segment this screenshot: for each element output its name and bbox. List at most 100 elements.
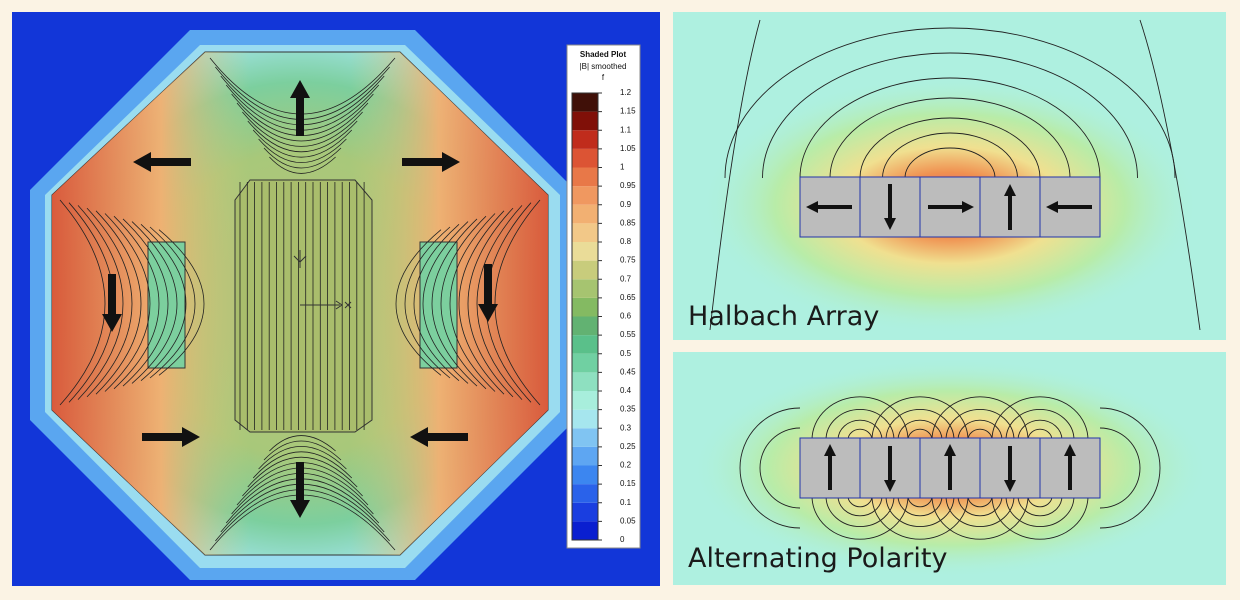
colorbar-band bbox=[572, 521, 598, 540]
colorbar-tick-label: 0.6 bbox=[620, 312, 632, 321]
field-line bbox=[931, 396, 1029, 441]
field-line bbox=[904, 147, 996, 179]
colorbar-band bbox=[572, 167, 598, 187]
colorbar-tick-label: 0.55 bbox=[620, 330, 636, 339]
alternating-plot bbox=[690, 358, 1210, 578]
field-line bbox=[1017, 495, 1063, 517]
colorbar-band bbox=[572, 130, 598, 149]
colorbar-band bbox=[572, 335, 598, 354]
colorbar-band bbox=[572, 484, 598, 503]
field-line bbox=[140, 224, 187, 382]
colorbar-tick-label: 0.3 bbox=[620, 423, 632, 432]
colorbar-tick-label: 0.75 bbox=[620, 256, 636, 265]
field-line bbox=[825, 408, 895, 441]
field-line bbox=[1027, 428, 1053, 441]
field-line bbox=[931, 495, 1029, 540]
field-line bbox=[847, 495, 873, 508]
colorbar-band bbox=[572, 148, 598, 168]
field-line bbox=[967, 495, 993, 508]
field-line bbox=[86, 207, 133, 398]
colorbar-tick-label: 0.15 bbox=[620, 479, 636, 488]
field-line bbox=[440, 215, 487, 390]
field-line bbox=[113, 215, 160, 390]
field-plot bbox=[30, 30, 575, 580]
colorbar-band bbox=[572, 391, 598, 410]
field-line bbox=[95, 210, 142, 395]
field-line bbox=[263, 147, 342, 169]
colorbar-tick-label: 0.5 bbox=[620, 349, 632, 358]
field-line bbox=[724, 27, 1176, 179]
field-line bbox=[991, 396, 1089, 441]
field-line bbox=[885, 408, 955, 441]
colorbar-tick-label: 0.2 bbox=[620, 461, 632, 470]
colorbar-tick-label: 0.35 bbox=[620, 405, 636, 414]
field-line bbox=[837, 495, 883, 517]
colorbar-band bbox=[572, 204, 598, 224]
field-line bbox=[449, 213, 496, 392]
colorbar-tick-label: 0 bbox=[620, 535, 625, 544]
field-line bbox=[829, 97, 1071, 179]
field-line bbox=[847, 428, 873, 441]
colorbar-band bbox=[572, 111, 598, 131]
field-line bbox=[811, 495, 909, 540]
colorbar: Shaded Plot |B| smoothed f 0 0.05 0.1 0.15 0… bbox=[566, 44, 641, 549]
field-line bbox=[991, 495, 1089, 540]
colorbar-band bbox=[572, 502, 598, 522]
colorbar-band bbox=[572, 353, 598, 373]
colorbar-tick-label: 0.7 bbox=[620, 274, 632, 283]
colorbar-tick-label: 0.95 bbox=[620, 181, 636, 190]
field-line bbox=[1017, 419, 1063, 441]
colorbar-tick-label: 0.9 bbox=[620, 200, 632, 209]
field-line bbox=[131, 221, 178, 384]
field-line bbox=[825, 495, 895, 528]
field-line bbox=[59, 199, 106, 406]
field-line bbox=[762, 52, 1138, 179]
colorbar-tick-label: 0.25 bbox=[620, 442, 636, 451]
colorbar-tick-label: 0.85 bbox=[620, 218, 636, 227]
panel-label: Alternating Polarity bbox=[688, 543, 947, 574]
field-line bbox=[907, 428, 933, 441]
colorbar-band bbox=[572, 186, 598, 205]
field-line bbox=[467, 207, 514, 398]
colorbar-tick-label: 1.1 bbox=[620, 125, 632, 134]
colorbar-band bbox=[572, 428, 598, 447]
colorbar-tick-label: 0.1 bbox=[620, 498, 632, 507]
field-line bbox=[897, 419, 943, 441]
colorbar-tick-label: 1.2 bbox=[620, 88, 632, 97]
field-line bbox=[247, 120, 358, 153]
colorbar-tick-label: 1 bbox=[620, 163, 625, 172]
field-line bbox=[811, 396, 909, 441]
field-line bbox=[476, 205, 523, 400]
field-line bbox=[759, 427, 801, 509]
field-line bbox=[122, 218, 169, 387]
field-line bbox=[897, 495, 943, 517]
halbach-plot bbox=[700, 19, 1201, 335]
field-line bbox=[871, 396, 969, 441]
field-line bbox=[1005, 495, 1075, 528]
field-line bbox=[739, 407, 801, 529]
field-line bbox=[413, 224, 460, 382]
colorbar-band bbox=[572, 297, 598, 317]
colorbar-tick-label: 1.05 bbox=[620, 144, 636, 153]
colorbar-tick-label: 1.15 bbox=[620, 107, 636, 116]
colorbar-tick-label: 0.65 bbox=[620, 293, 636, 302]
field-line bbox=[158, 229, 205, 376]
field-line bbox=[859, 117, 1041, 179]
field-line bbox=[422, 221, 469, 384]
colorbar-tick-label: 0.05 bbox=[620, 516, 636, 525]
field-line bbox=[269, 435, 336, 452]
colorbar-band bbox=[572, 260, 598, 280]
colorbar-tick-label: 0.4 bbox=[620, 386, 632, 395]
field-line bbox=[1027, 495, 1053, 508]
colorbar-tick-label: 0.45 bbox=[620, 367, 636, 376]
field-line bbox=[945, 408, 1015, 441]
field-line bbox=[431, 218, 478, 387]
field-line bbox=[258, 138, 347, 163]
colorbar-unit: f bbox=[602, 73, 605, 82]
field-line bbox=[258, 446, 347, 470]
panel-label: Halbach Array bbox=[688, 301, 879, 332]
field-line bbox=[149, 226, 196, 379]
colorbar-band bbox=[572, 223, 598, 242]
colorbar-band bbox=[572, 93, 598, 112]
field-line bbox=[252, 129, 353, 158]
